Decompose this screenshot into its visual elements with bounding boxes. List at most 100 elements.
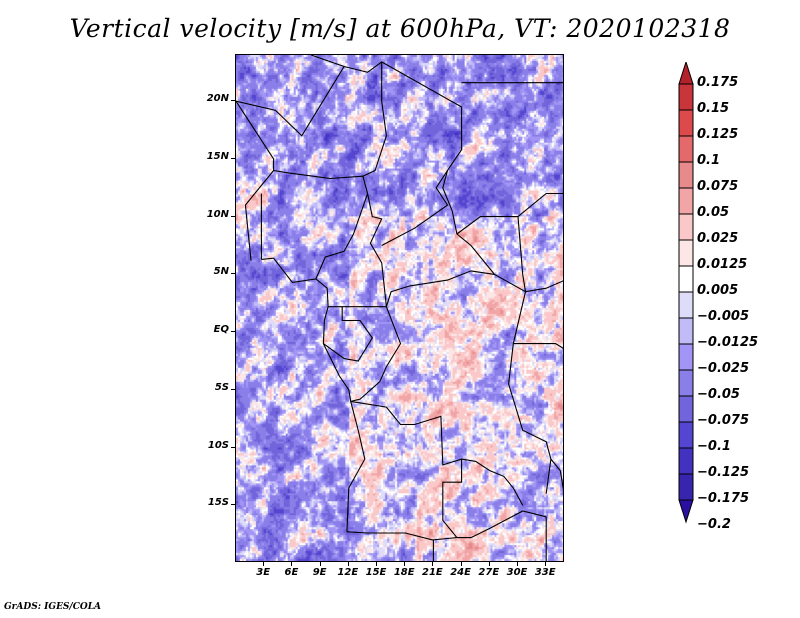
lat-tick	[231, 157, 235, 159]
lat-tick-label: 5N	[213, 266, 229, 278]
colorbar-label: 0.025	[697, 231, 739, 246]
colorbar-label: −0.075	[697, 413, 750, 428]
border-line	[244, 193, 256, 261]
lat-tick	[231, 446, 235, 448]
border-line	[385, 270, 526, 307]
border-line	[346, 531, 471, 541]
colorbar-swatch	[678, 109, 694, 137]
border-line	[311, 55, 463, 212]
lat-tick	[231, 273, 235, 275]
lon-tick	[347, 562, 349, 566]
lat-tick-label: 5S	[214, 381, 229, 393]
lon-tick-label: 12E	[337, 567, 359, 578]
lon-tick-label: 15E	[365, 567, 387, 578]
border-line	[261, 257, 329, 344]
colorbar-label: −0.2	[697, 517, 731, 532]
lon-tick	[376, 562, 377, 566]
border-line	[236, 66, 345, 137]
colorbar-label: 0.1	[697, 153, 721, 168]
lat-tick	[231, 388, 235, 390]
lon-tick	[291, 562, 293, 566]
lon-tick	[404, 562, 406, 566]
border-line	[461, 458, 524, 506]
colorbar-top-arrow	[678, 62, 694, 85]
colorbar-swatch	[678, 83, 694, 111]
colorbar-label: 0.05	[697, 205, 730, 220]
colorbar-swatch	[678, 473, 694, 501]
vertical-velocity-field	[236, 55, 563, 561]
lat-tick-label: 15S	[207, 497, 229, 509]
border-line	[350, 306, 402, 402]
grads-credit: GrADS: IGES/COLA	[4, 602, 102, 612]
colorbar-label: 0.175	[697, 75, 739, 90]
colorbar-swatch	[678, 161, 694, 189]
lon-tick	[545, 562, 547, 566]
lat-tick-label: 10S	[207, 439, 229, 451]
colorbar-label: −0.125	[697, 465, 750, 480]
border-line	[273, 169, 363, 180]
colorbar-swatch	[678, 447, 694, 475]
country-borders	[236, 55, 563, 561]
border-line	[525, 280, 563, 293]
border-line	[517, 216, 527, 292]
colorbar-swatch	[678, 187, 694, 215]
colorbar-swatch	[678, 421, 694, 449]
lon-tick-label: 18E	[393, 567, 415, 578]
colorbar-label: −0.0125	[697, 335, 759, 350]
colorbar-swatch	[678, 265, 694, 293]
border-line	[513, 343, 563, 349]
border-line	[315, 193, 369, 280]
lat-tick	[231, 215, 235, 217]
border-line	[381, 170, 449, 246]
border-line	[350, 400, 463, 538]
lon-tick	[432, 562, 434, 566]
colorbar-swatch	[678, 135, 694, 163]
border-line	[550, 458, 563, 491]
colorbar-swatch	[678, 395, 694, 423]
lat-tick	[231, 504, 235, 506]
lon-tick-label: 24E	[450, 567, 471, 578]
lon-tick-label: 30E	[506, 567, 528, 578]
lat-tick	[231, 100, 235, 102]
colorbar-label: 0.15	[697, 101, 730, 116]
lat-tick-label: EQ	[213, 324, 229, 336]
border-line	[362, 61, 387, 194]
lon-tick-label: 9E	[312, 567, 327, 578]
border-line	[346, 389, 366, 532]
border-line	[236, 100, 275, 194]
lon-tick-label: 3E	[256, 567, 271, 578]
colorbar-label: −0.005	[697, 309, 750, 324]
lat-tick-label: 20N	[206, 93, 229, 105]
lat-tick-label: 15N	[206, 150, 229, 162]
colorbar-swatch	[678, 369, 694, 397]
colorbar-label: 0.0125	[697, 257, 748, 272]
lon-tick	[488, 562, 490, 566]
border-line	[470, 510, 547, 539]
colorbar	[678, 62, 694, 524]
lon-tick	[263, 562, 265, 566]
colorbar-bottom-arrow	[678, 499, 694, 524]
colorbar-label: −0.175	[697, 491, 750, 506]
border-line	[322, 343, 350, 391]
lon-tick-label: 21E	[422, 567, 443, 578]
colorbar-label: −0.1	[697, 439, 731, 454]
lat-tick-label: 10N	[206, 208, 229, 220]
border-line	[456, 192, 563, 235]
colorbar-label: 0.125	[697, 127, 739, 142]
colorbar-label: 0.005	[697, 283, 739, 298]
lon-tick-label: 27E	[478, 567, 500, 578]
border-line	[367, 193, 387, 307]
lat-tick	[231, 331, 235, 333]
colorbar-swatch	[678, 291, 694, 319]
lon-tick	[517, 562, 518, 566]
colorbar-swatch	[678, 239, 694, 267]
colorbar-swatch	[678, 213, 694, 241]
colorbar-swatch	[678, 343, 694, 371]
colorbar-swatch	[678, 317, 694, 345]
colorbar-label: −0.05	[697, 387, 740, 402]
colorbar-label: 0.075	[697, 179, 739, 194]
lon-tick	[319, 562, 321, 566]
border-line	[508, 291, 552, 494]
plot-title: Vertical velocity [m/s] at 600hPa, VT: 2…	[69, 14, 731, 43]
border-line	[451, 210, 495, 275]
